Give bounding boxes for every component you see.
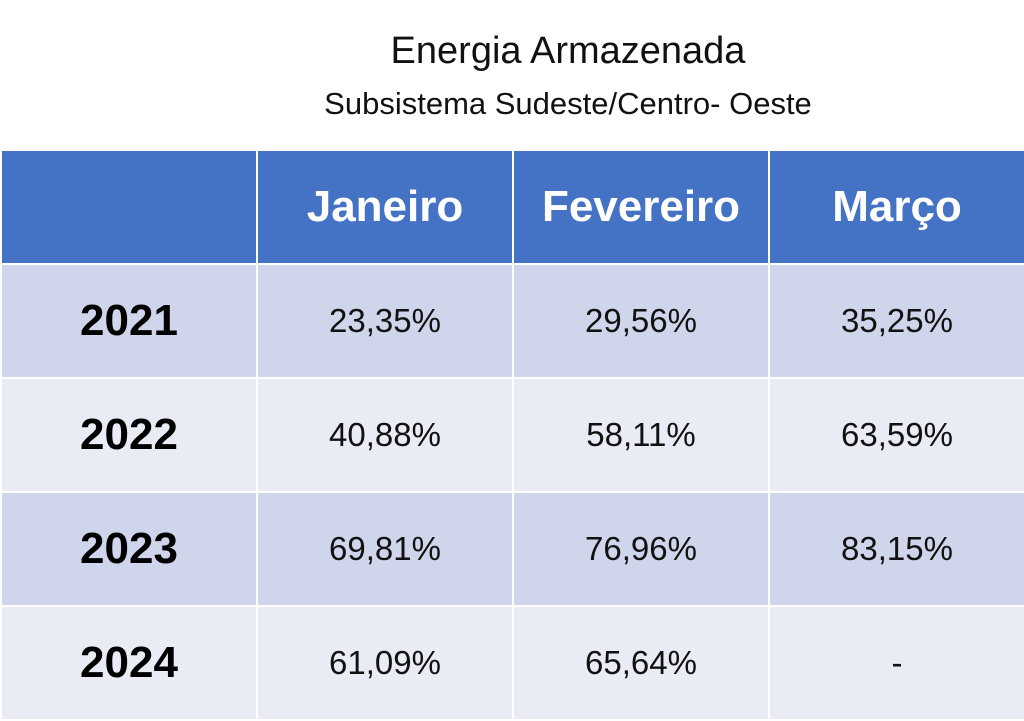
row-year-cell: 2021 (0, 263, 258, 379)
value-cell: 58,11% (512, 377, 770, 493)
value-cell: 83,15% (768, 491, 1024, 607)
value-cell: 76,96% (512, 491, 770, 607)
header-cell-empty (0, 149, 258, 265)
value-cell: 61,09% (256, 605, 514, 721)
value-cell: 29,56% (512, 263, 770, 379)
table-row: 2024 61,09% 65,64% - (0, 605, 1024, 721)
value-cell: 69,81% (256, 491, 514, 607)
row-year-cell: 2024 (0, 605, 258, 721)
value-cell: 65,64% (512, 605, 770, 721)
value-cell: 63,59% (768, 377, 1024, 493)
value-cell: 35,25% (768, 263, 1024, 379)
chart-subtitle: Subsistema Sudeste/Centro- Oeste (324, 86, 812, 121)
header-cell-fevereiro: Fevereiro (512, 149, 770, 265)
value-cell: 40,88% (256, 377, 514, 493)
header-row: Janeiro Fevereiro Março (0, 149, 1024, 265)
row-year-cell: 2022 (0, 377, 258, 493)
header-cell-marco: Março (768, 149, 1024, 265)
value-cell: 23,35% (256, 263, 514, 379)
chart-title: Energia Armazenada (390, 30, 746, 72)
table-row: 2022 40,88% 58,11% 63,59% (0, 377, 1024, 493)
row-year-cell: 2023 (0, 491, 258, 607)
value-cell: - (768, 605, 1024, 721)
chart-titles: Energia Armazenada Subsistema Sudeste/Ce… (0, 0, 1024, 150)
table-row: 2021 23,35% 29,56% 35,25% (0, 263, 1024, 379)
table-row: 2023 69,81% 76,96% 83,15% (0, 491, 1024, 607)
header-cell-janeiro: Janeiro (256, 149, 514, 265)
data-table: Janeiro Fevereiro Março 2021 23,35% 29,5… (0, 149, 1024, 721)
